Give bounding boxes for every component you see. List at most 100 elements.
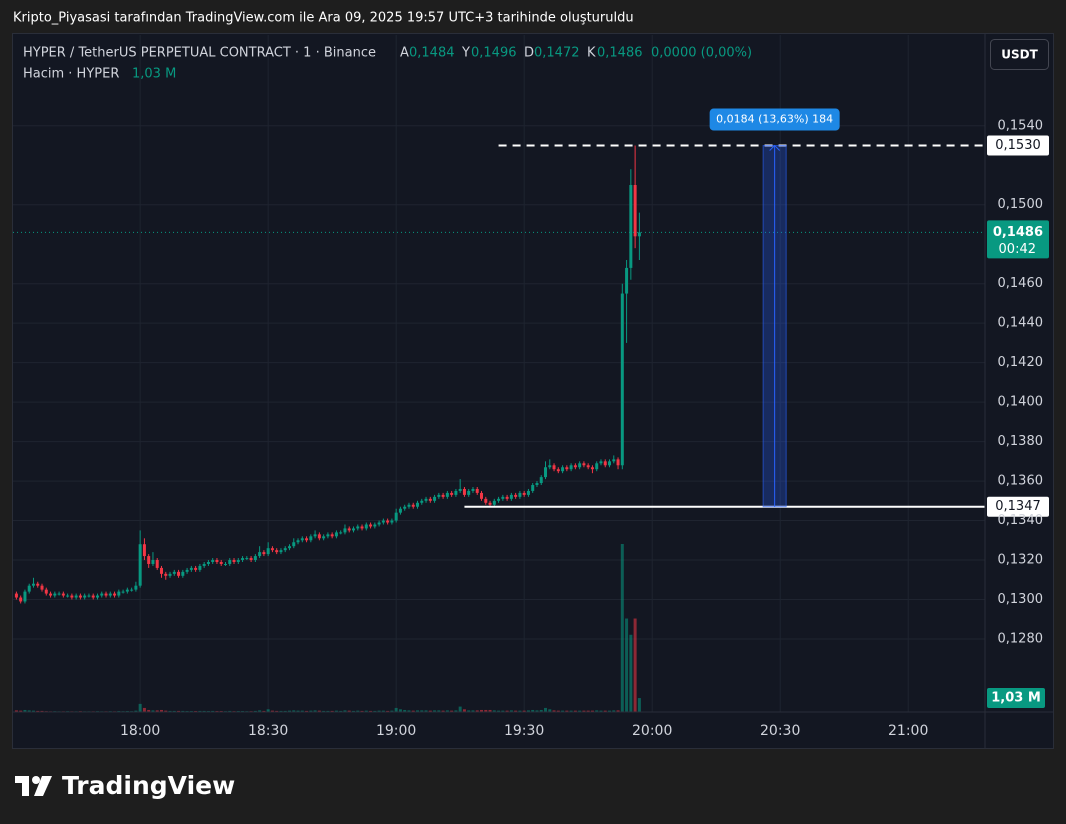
candle-body: [428, 498, 432, 501]
candle-body: [364, 524, 368, 529]
volume-bar: [407, 710, 411, 712]
volume-bar: [181, 710, 185, 712]
candle-body: [87, 595, 91, 597]
volume-bar: [544, 707, 548, 712]
volume-badge: [987, 688, 1045, 708]
volume-bar: [608, 710, 612, 712]
volume-bar: [202, 710, 206, 712]
volume-bar: [364, 710, 368, 712]
candle-body: [334, 532, 338, 537]
volume-bar: [19, 710, 23, 712]
volume-bar: [343, 710, 347, 712]
logo-text: TradingView: [62, 771, 235, 800]
candle-body: [36, 583, 40, 586]
x-tick-label: 18:30: [248, 723, 288, 739]
volume-bar: [258, 710, 262, 712]
volume-bar: [172, 710, 176, 712]
volume-bar: [582, 710, 586, 712]
candle-body: [53, 593, 57, 596]
candle-body: [603, 461, 607, 466]
candle-body: [484, 498, 488, 503]
candle-body: [480, 492, 484, 499]
volume-bar: [586, 710, 590, 712]
candle-body: [535, 483, 539, 486]
volume-bar: [629, 634, 633, 712]
volume-bar: [322, 710, 326, 712]
volume-bar: [147, 709, 151, 712]
candle-body: [548, 465, 552, 468]
candle-body: [142, 544, 146, 557]
volume-bar: [535, 710, 539, 712]
candle-body: [599, 461, 603, 464]
candle-body: [637, 232, 641, 237]
candle-body: [305, 538, 309, 541]
volume-bar: [497, 710, 501, 712]
volume-bar: [138, 703, 142, 712]
volume-bar: [253, 710, 257, 712]
volume-bar: [569, 710, 573, 712]
volume-bar: [565, 710, 569, 712]
candle-body: [526, 490, 530, 495]
candle-body: [578, 463, 582, 468]
legend-key: K: [587, 46, 596, 61]
candle-body: [625, 267, 629, 294]
candle-body: [130, 589, 134, 591]
volume-bar: [398, 709, 402, 712]
volume-bar: [501, 710, 505, 712]
candle-body: [211, 560, 215, 562]
volume-bar: [428, 710, 432, 712]
volume-bar: [467, 710, 471, 712]
x-tick-label: 20:00: [632, 723, 672, 739]
caption: Kripto_Piyasasi tarafından TradingView.c…: [13, 11, 634, 26]
volume-bar: [475, 710, 479, 712]
volume-bar: [556, 710, 560, 712]
volume-bar: [330, 710, 334, 712]
candle-body: [309, 536, 313, 541]
volume-bar: [211, 710, 215, 712]
volume-bar: [23, 709, 27, 712]
volume-bar: [462, 709, 466, 712]
candle-body: [565, 467, 569, 470]
candle-body: [40, 585, 44, 590]
candle-body: [373, 524, 377, 527]
volume-bar: [509, 710, 513, 712]
candle-body: [172, 571, 176, 574]
candle-body: [44, 589, 48, 594]
volume-bar: [309, 710, 313, 712]
candle-body: [236, 560, 240, 562]
chart-panel: [12, 33, 1054, 749]
candle-body: [356, 526, 360, 529]
volume-bar: [595, 710, 599, 712]
volume-bar: [620, 544, 624, 712]
candle-body: [117, 591, 121, 596]
candle-body: [253, 556, 257, 561]
candle-body: [582, 463, 586, 466]
volume-bar: [177, 710, 181, 712]
base-label: 0,1347: [995, 499, 1041, 514]
volume-bar: [441, 710, 445, 712]
candle-body: [475, 488, 479, 493]
volume-bar: [270, 710, 274, 712]
volume-bar: [266, 709, 270, 712]
currency-label[interactable]: USDT: [1001, 48, 1038, 62]
volume-bar: [514, 710, 518, 712]
candle-body: [381, 520, 385, 523]
candle-body: [351, 528, 355, 531]
candle-body: [189, 567, 193, 570]
volume-bar: [351, 710, 355, 712]
volume-bar: [420, 710, 424, 712]
candle-body: [215, 560, 219, 562]
candle-body: [31, 583, 35, 586]
candle-body: [296, 540, 300, 543]
candle-body: [360, 526, 364, 529]
symbol-title: HYPER / TetherUS PERPETUAL CONTRACT · 1 …: [23, 46, 376, 61]
legend-key: D: [524, 46, 534, 61]
candle-body: [241, 558, 245, 561]
countdown-label: 00:42: [999, 242, 1036, 257]
candle-body: [471, 488, 475, 491]
currency-button[interactable]: [990, 39, 1049, 70]
volume-bar: [356, 710, 360, 712]
candle-body: [49, 593, 53, 596]
candle-body: [633, 185, 637, 237]
volume-bar: [381, 710, 385, 712]
